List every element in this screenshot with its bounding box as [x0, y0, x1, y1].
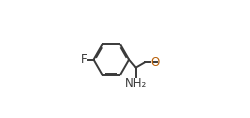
Text: O: O [150, 56, 160, 69]
Text: F: F [81, 53, 87, 66]
Text: NH₂: NH₂ [125, 77, 147, 90]
